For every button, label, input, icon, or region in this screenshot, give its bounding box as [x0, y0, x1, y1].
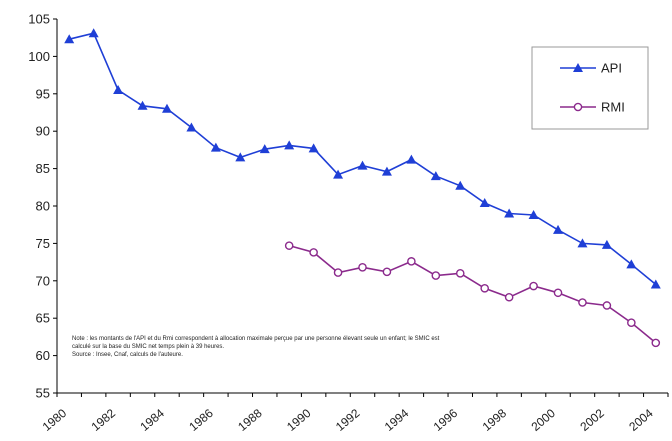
data-point-rmi	[504, 292, 514, 302]
x-tick-label: 1980	[40, 406, 70, 434]
x-tick-label: 1984	[137, 406, 167, 434]
data-point-api	[601, 239, 612, 249]
legend-marker-api	[573, 63, 583, 72]
x-tick-label: 1998	[480, 406, 510, 434]
data-point-api	[210, 142, 221, 152]
data-point-api	[88, 28, 99, 38]
data-point-rmi	[407, 257, 416, 266]
data-point-rmi	[553, 288, 563, 298]
y-tick-label: 85	[36, 161, 50, 176]
data-point-api	[259, 144, 270, 154]
data-point-api	[357, 160, 368, 170]
data-point-rmi	[358, 263, 367, 272]
y-tick-label: 95	[36, 86, 50, 101]
x-tick-label: 1990	[284, 406, 314, 434]
data-point-api	[406, 154, 417, 164]
data-point-rmi	[333, 268, 343, 277]
x-tick-label: 1988	[235, 406, 265, 434]
y-tick-label: 105	[28, 12, 50, 27]
data-point-rmi	[455, 269, 465, 278]
y-tick-label: 100	[28, 49, 50, 64]
legend-label-api: API	[601, 61, 622, 76]
data-point-rmi	[627, 318, 636, 327]
x-tick-label: 1982	[89, 406, 119, 434]
y-tick-label: 75	[36, 236, 50, 251]
x-tick-label: 1992	[333, 406, 363, 434]
annotation-line-2: calculé sur la base du SMIC net temps pl…	[72, 344, 225, 350]
annotation-line-3: Source : Insee, Cnaf, calculs de l'auteu…	[72, 352, 183, 358]
data-point-rmi	[431, 271, 441, 280]
series-api	[64, 28, 661, 289]
data-point-rmi	[578, 298, 587, 307]
data-point-api	[504, 208, 515, 218]
data-point-api	[626, 259, 637, 269]
annotation-line-1: Note : les montants de l'API et du Rmi c…	[72, 336, 440, 342]
data-point-api	[308, 143, 319, 153]
x-axis-ticks: 1980 1982 1984 1986 1988 1990 1992 1994 1996 1998…	[40, 393, 669, 434]
series-layer	[64, 28, 661, 348]
data-point-api	[333, 169, 344, 179]
x-tick-label: 2002	[577, 406, 607, 434]
y-tick-label: 80	[36, 199, 50, 214]
legend-item-api: API	[560, 61, 622, 76]
x-tick-label: 1996	[431, 406, 461, 434]
data-point-api	[650, 279, 661, 289]
data-point-rmi	[651, 338, 661, 348]
legend: API RMI	[531, 46, 649, 130]
legend-marker-rmi	[573, 102, 583, 112]
y-tick-label: 65	[36, 311, 50, 326]
data-point-api	[186, 122, 197, 132]
x-tick-label: 1994	[382, 406, 412, 434]
data-point-api	[553, 224, 564, 234]
legend-label-rmi: RMI	[601, 100, 625, 115]
data-point-api	[577, 238, 588, 248]
data-point-rmi	[529, 281, 538, 291]
y-tick-label: 70	[36, 273, 50, 288]
data-point-api	[113, 85, 124, 95]
data-point-api	[479, 198, 490, 208]
data-point-api	[528, 209, 539, 219]
data-point-rmi	[602, 301, 612, 310]
data-point-api	[161, 103, 172, 113]
data-point-rmi	[480, 283, 490, 293]
y-tick-label: 90	[36, 124, 50, 139]
data-point-rmi	[284, 241, 294, 250]
x-tick-label: 2004	[626, 406, 656, 434]
data-point-rmi	[309, 248, 318, 257]
data-point-api	[381, 166, 392, 176]
x-tick-label: 1986	[186, 406, 216, 434]
data-point-api	[455, 180, 466, 190]
data-point-api	[137, 100, 148, 110]
legend-item-rmi: RMI	[560, 100, 625, 115]
data-point-api	[284, 140, 295, 150]
data-point-api	[64, 34, 75, 44]
y-tick-label: 60	[36, 348, 50, 363]
legend-box	[531, 46, 649, 130]
series-line-rmi	[288, 244, 657, 344]
data-point-rmi	[382, 267, 392, 277]
y-tick-label: 55	[36, 386, 50, 401]
series-rmi	[284, 241, 661, 348]
data-point-api	[430, 171, 441, 181]
data-point-api	[235, 152, 246, 162]
x-tick-label: 2000	[529, 406, 559, 434]
y-axis-ticks: 55 60 65 70 75 80 85 90 95 100 105	[28, 12, 57, 401]
chart-annotation: Note : les montants de l'API et du Rmi c…	[72, 335, 632, 359]
